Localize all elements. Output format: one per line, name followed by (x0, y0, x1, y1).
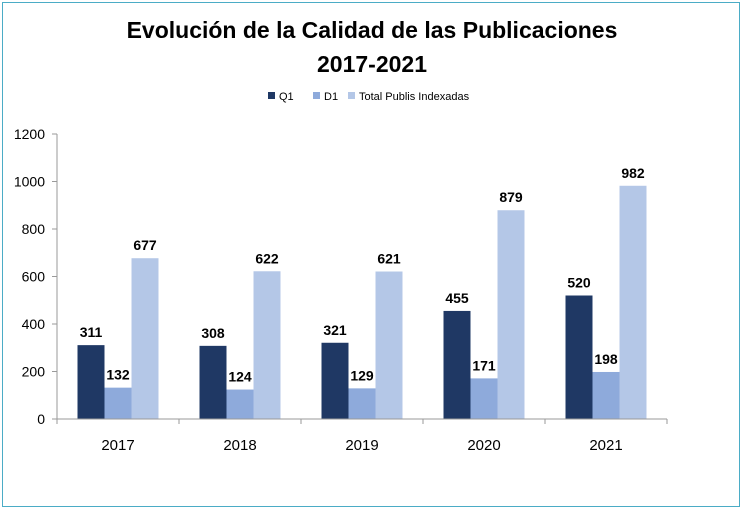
data-label: 198 (594, 351, 618, 367)
bar-q1 (565, 295, 593, 419)
bar-total-publis-indexadas (131, 258, 159, 419)
plot-area: 311 132 677 308 124 622 321 129 621 455 171 879 520 1… (77, 165, 647, 419)
bar-total-publis-indexadas (497, 210, 525, 419)
data-label: 132 (106, 367, 130, 383)
data-label: 879 (499, 189, 523, 205)
data-label: 321 (323, 322, 347, 338)
data-label: 455 (445, 290, 469, 306)
bar-d1 (104, 387, 132, 419)
data-label: 311 (80, 324, 103, 340)
legend-swatch (348, 92, 355, 99)
x-tick-label: 2020 (467, 437, 500, 454)
x-tick-label: 2021 (589, 437, 622, 454)
legend-swatch (313, 92, 320, 99)
x-tick-label: 2018 (223, 437, 256, 454)
y-tick-label: 600 (22, 269, 46, 285)
data-label: 677 (133, 237, 157, 253)
legend: Q1 D1 Total Publis Indexadas (268, 91, 470, 103)
chart-subtitle: 2017-2021 (317, 51, 427, 77)
x-tick-label: 2019 (345, 437, 378, 454)
chart-title: Evolución de la Calidad de las Publicaci… (127, 17, 618, 43)
bar-q1 (77, 345, 105, 419)
data-label: 621 (377, 251, 401, 267)
y-tick-label: 0 (37, 411, 45, 427)
legend-swatch (268, 92, 275, 99)
bar-q1 (199, 345, 227, 419)
legend-label: D1 (324, 91, 338, 103)
legend-label: Total Publis Indexadas (359, 91, 470, 103)
data-label: 171 (472, 357, 496, 373)
bar-d1 (348, 388, 376, 419)
bar-total-publis-indexadas (253, 271, 281, 419)
data-label: 520 (567, 275, 591, 291)
bar-q1 (443, 310, 471, 419)
y-tick-label: 800 (22, 221, 46, 237)
data-label: 308 (201, 325, 225, 341)
bar-d1 (226, 389, 254, 419)
data-label: 129 (350, 367, 374, 383)
bar-total-publis-indexadas (375, 271, 403, 419)
y-tick-label: 200 (22, 364, 46, 380)
y-tick-label: 400 (22, 316, 46, 332)
data-label: 622 (255, 250, 279, 266)
x-tick-label: 2017 (101, 437, 134, 454)
y-axis: 0 200 400 600 800 1000 1200 (14, 126, 58, 427)
y-tick-label: 1200 (14, 126, 45, 142)
data-label: 982 (621, 165, 645, 181)
bar-total-publis-indexadas (619, 185, 647, 419)
data-label: 124 (228, 369, 252, 385)
bar-d1 (592, 371, 620, 419)
bar-d1 (470, 378, 498, 419)
bar-q1 (321, 342, 349, 419)
y-tick-label: 1000 (14, 174, 45, 190)
x-axis: 2017 2018 2019 2020 2021 (56, 418, 668, 454)
legend-label: Q1 (279, 91, 294, 103)
